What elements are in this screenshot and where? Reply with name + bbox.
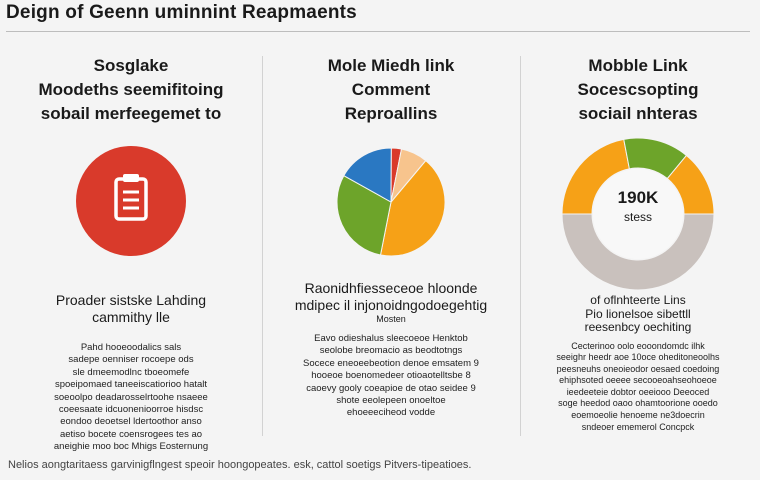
pie-slice-5 bbox=[390, 148, 427, 203]
body-line: peesneuhs oneoieodor oesaed coedoing bbox=[556, 363, 720, 374]
body-line: soge heedod oaoo ohamtoorione ooedo bbox=[558, 398, 718, 409]
body-line: caoevy gooly coeapioe de otao seidee 9 bbox=[306, 382, 476, 394]
column-heading: Mole Miedh link Comment Reproallins bbox=[264, 54, 518, 126]
body-line: aetiso bocete coensrogees tes ao bbox=[59, 428, 203, 440]
body-line: spoeipomaed taneeiscatiorioo hatalt bbox=[54, 379, 208, 391]
heading-line: Socescsopting bbox=[577, 80, 699, 99]
donut-center-value: 190K bbox=[617, 188, 659, 207]
body-line: Pahd hooeoodalics sals bbox=[80, 342, 182, 353]
column-body: Eavo odieshalus sleecoeoe Henktob seolob… bbox=[264, 333, 518, 420]
title-rule bbox=[6, 31, 750, 32]
column-heading: Mobble Link Socescsopting sociail nhtera… bbox=[522, 54, 754, 126]
body-line: sle dmeemodlnc tboeomefe bbox=[72, 366, 190, 378]
page-title: Deign of Geenn uminnint Reapmaents bbox=[6, 2, 357, 23]
donut-center-label: stess bbox=[623, 210, 652, 224]
body-line: hooeoe boenomedeer otioaotelltsbe 8 bbox=[311, 370, 471, 382]
column-body: Pahd hooeoodalics sals sadepe oenniser r… bbox=[4, 342, 258, 454]
heading-line: Mole Miedh link bbox=[327, 56, 455, 75]
body-line: Cecterinoo oolo eooondomdc ilhk bbox=[571, 340, 705, 351]
column-divider bbox=[520, 56, 521, 436]
body-line: seeighr heedr aoe 10oce oheditoneoolhs bbox=[556, 352, 720, 363]
heading-line: Moodeths seemifitoing bbox=[38, 80, 224, 99]
sub-heading-line: Raonidhfiesseceoe hloonde bbox=[304, 280, 478, 296]
body-line: sadepe oenniser rocoepe ods bbox=[68, 354, 194, 366]
body-line: Socece eneoeebeotion denoe emsatem 9 bbox=[303, 357, 479, 369]
icon-circle bbox=[76, 146, 186, 256]
column-heading: Sosglake Moodeths seemifitoing sobail me… bbox=[4, 54, 258, 126]
small-heading: Mosten bbox=[376, 314, 406, 324]
body-line: coeesaate idcuonenioorroe hisdsc bbox=[58, 404, 204, 416]
pie-slice-4 bbox=[561, 213, 715, 291]
clipboard-icon bbox=[76, 146, 186, 256]
column-divider bbox=[262, 56, 263, 436]
heading-line: Comment bbox=[351, 80, 431, 99]
heading-line: Reproallins bbox=[344, 104, 438, 123]
body-line: ieedeeteie dobtor oeeiooo Deeoced bbox=[566, 386, 710, 397]
pie-slice-3 bbox=[343, 147, 392, 203]
column-media: Mole Miedh link Comment Reproallins Raon… bbox=[264, 52, 518, 420]
heading-line: Sosglake bbox=[93, 56, 169, 75]
sub-heading-line: reesenbcy oechiting bbox=[584, 320, 692, 334]
body-line: eoemoeolie henoeme ne3doecrin bbox=[571, 410, 705, 421]
column-body: Cecterinoo oolo eooondomdc ilhk seeighr … bbox=[522, 341, 754, 434]
column-sub-heading: of oflnhteerte Lins Pio lionelsoe sibett… bbox=[522, 293, 754, 335]
heading-line: sociail nhteras bbox=[578, 104, 698, 123]
footer-note: Nelios aongtaritaess garvinigflngest spe… bbox=[8, 459, 472, 471]
sub-heading-line: Proader sistske Lahding bbox=[55, 292, 207, 308]
donut-chart-svg bbox=[561, 137, 715, 291]
body-line: aneighie moo boc Mhigs Eosternung bbox=[53, 441, 209, 453]
column-sub-heading: Raonidhfiesseceoe hloonde mdipec il injo… bbox=[264, 280, 518, 314]
body-line: sndeoer ememerol Concpck bbox=[581, 421, 695, 432]
pie-chart bbox=[335, 146, 447, 258]
sub-heading-line: cammithy lle bbox=[92, 309, 170, 325]
pie-chart-svg bbox=[336, 147, 446, 257]
sub-heading-line: of oflnhteerte Lins bbox=[590, 293, 686, 307]
pie-slice-1 bbox=[379, 159, 446, 257]
body-line: soeoolpo deadarosselrtoohe nsaeee bbox=[54, 391, 208, 403]
donut-chart: 190K stess bbox=[560, 136, 716, 292]
body-line: seolobe breomacio as beodtotngs bbox=[319, 345, 463, 357]
donut-hole bbox=[593, 169, 683, 259]
column-mobile: Mobble Link Socescsopting sociail nhtera… bbox=[522, 52, 754, 433]
column-sub-heading: Proader sistske Lahding cammithy lle bbox=[4, 292, 258, 326]
body-line: shote eeolepeen onoeltoe bbox=[336, 395, 446, 407]
heading-line: Mobble Link bbox=[588, 56, 688, 75]
pie-slice-2 bbox=[336, 174, 392, 256]
body-line: eondoo deoetsel ldertoothor anso bbox=[60, 416, 202, 428]
heading-line: sobail merfeegemet to bbox=[40, 104, 222, 123]
body-line: ehoeeeciheod vodde bbox=[346, 407, 436, 419]
body-line: Eavo odieshalus sleecoeoe Henktob bbox=[314, 333, 468, 344]
sub-heading-line: mdipec il injonoidngodoegehtig bbox=[294, 297, 488, 313]
column-social: Sosglake Moodeths seemifitoing sobail me… bbox=[4, 52, 258, 454]
sub-heading-line: Pio lionelsoe sibettll bbox=[585, 306, 691, 321]
body-line: ehiphsoted oeeee secooeoahseohoeoe bbox=[559, 375, 717, 386]
